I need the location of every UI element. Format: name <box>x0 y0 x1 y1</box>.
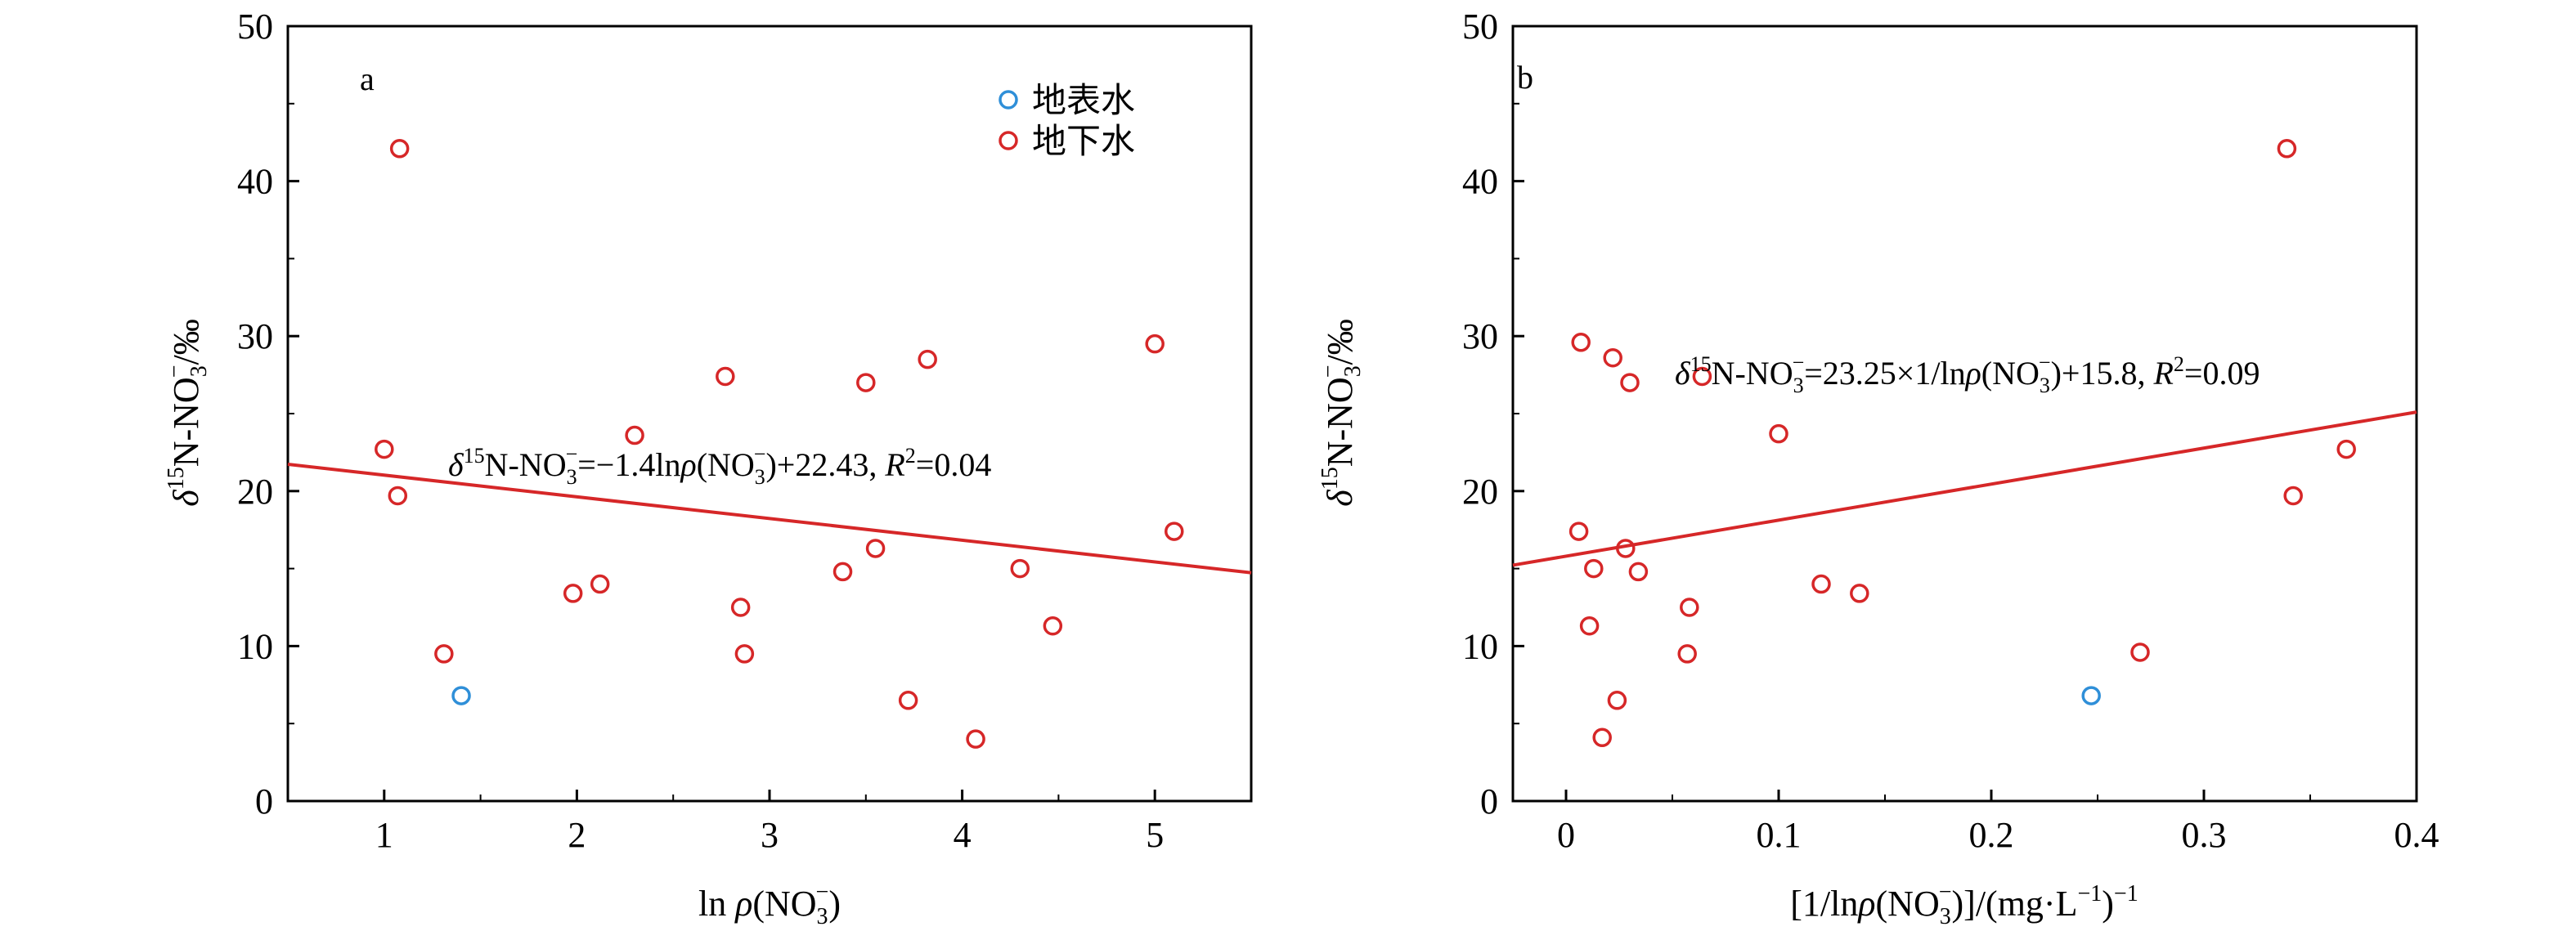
data-point <box>1043 616 1063 636</box>
y-tick-label: 30 <box>1462 316 1498 356</box>
x-axis-title: [1/lnρ(NO3−)]/(mg·L−1)−1 <box>1790 880 2138 929</box>
data-point <box>1165 521 1184 541</box>
data-point <box>1680 598 1699 617</box>
panel-a: 0 10 20 30 40 50 1 2 3 4 5 a δ15N-NO3−=−1.4lnρ(NO3−)… <box>162 7 1253 929</box>
data-point <box>1607 691 1627 710</box>
data-point <box>1571 333 1591 352</box>
data-point <box>1811 574 1831 594</box>
data-point <box>375 439 394 459</box>
y-tick-label: 0 <box>1480 781 1498 821</box>
x-tick-label: 3 <box>761 815 779 855</box>
y-tick-label: 40 <box>237 162 273 202</box>
y-tick-label: 20 <box>1462 472 1498 512</box>
data-point <box>563 584 583 603</box>
legend-marker <box>999 90 1018 110</box>
panel-letter: a <box>360 60 375 97</box>
y-tick-label: 40 <box>1462 162 1498 202</box>
x-tick-label: 0.3 <box>2182 815 2227 855</box>
legend-label: 地下水 <box>1032 122 1135 160</box>
data-point <box>966 729 985 749</box>
data-point <box>434 644 454 664</box>
x-tick-label: 0 <box>1557 815 1575 855</box>
data-point <box>734 644 755 664</box>
y-tick-label: 10 <box>1462 626 1498 666</box>
x-tick-label: 2 <box>568 815 586 855</box>
data-point <box>1692 366 1712 387</box>
data-point <box>1010 558 1030 579</box>
x-tick-label: 0.1 <box>1757 815 1802 855</box>
y-tick-label: 30 <box>237 316 273 356</box>
data-point <box>1603 347 1622 368</box>
data-point <box>716 366 735 387</box>
x-tick-label: 1 <box>375 815 393 855</box>
data-point <box>918 349 937 369</box>
data-point <box>1677 644 1697 664</box>
data-point <box>730 598 751 617</box>
data-point <box>865 539 886 558</box>
y-axis-title: δ15N-NO3−/‰ <box>1316 319 1366 506</box>
y-tick-label: 0 <box>255 781 273 821</box>
data-point <box>388 486 408 506</box>
data-point <box>2130 642 2150 662</box>
data-point <box>1616 539 1636 558</box>
legend-label: 地表水 <box>1032 81 1135 119</box>
data-point <box>856 373 876 392</box>
regression-equation: δ15N-NO3−=23.25×1/lnρ(NO3−)+15.8, R2=0.0… <box>1675 351 2260 397</box>
data-point <box>1769 423 1788 444</box>
data-point <box>832 562 853 582</box>
y-tick-label: 10 <box>237 626 273 666</box>
data-point <box>2283 486 2303 506</box>
panel-b: 0 10 20 30 40 50 0 0.1 0.2 0.3 0.4 b δ15N-NO3−=23.25… <box>1316 7 2439 929</box>
y-tick-label: 20 <box>237 472 273 512</box>
data-point <box>1579 616 1600 636</box>
data-point <box>1850 584 1869 603</box>
data-point <box>590 574 610 594</box>
x-tick-label: 4 <box>954 815 972 855</box>
data-point <box>898 691 918 710</box>
regression-line <box>287 463 1252 575</box>
data-point <box>1568 521 1589 541</box>
regression-line <box>1512 410 2417 567</box>
y-tick-label: 50 <box>1462 7 1498 47</box>
data-point <box>2081 686 2101 705</box>
panel-letter: b <box>1517 59 1533 96</box>
data-point <box>1620 373 1640 392</box>
x-axis-title: ln ρ(NO3−) <box>698 880 841 929</box>
data-point <box>1584 558 1604 579</box>
y-tick-label: 50 <box>237 7 273 47</box>
data-point <box>2336 439 2356 459</box>
legend-marker <box>999 131 1018 150</box>
x-tick-label: 0.4 <box>2394 815 2439 855</box>
data-point <box>625 425 644 445</box>
data-point <box>2277 139 2297 159</box>
y-axis-title: δ15N-NO3−/‰ <box>162 319 212 506</box>
data-point <box>1145 333 1165 354</box>
x-tick-label: 5 <box>1146 815 1164 855</box>
data-point <box>1592 727 1612 748</box>
x-tick-label: 0.2 <box>1969 815 2014 855</box>
data-point <box>1628 562 1649 582</box>
regression-equation: δ15N-NO3−=−1.4lnρ(NO3−)+22.43, R2=0.04 <box>448 442 991 489</box>
data-point <box>389 139 410 159</box>
data-point <box>451 686 471 705</box>
